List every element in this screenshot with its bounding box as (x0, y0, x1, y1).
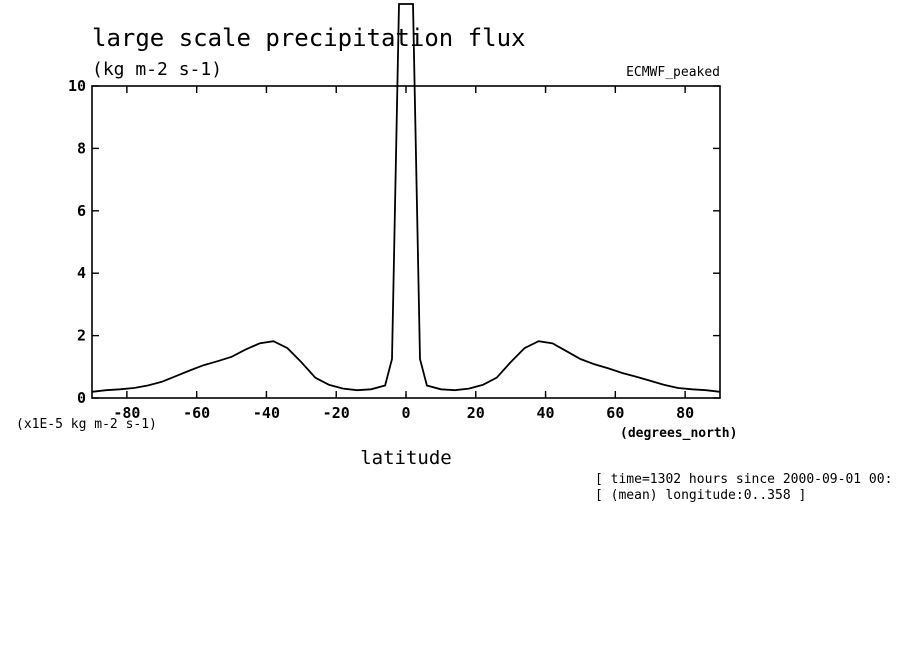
x-tick-label: -60 (183, 404, 210, 422)
chart-title: large scale precipitation flux (92, 24, 525, 52)
y-tick-label: 8 (77, 139, 86, 157)
y-tick-label: 10 (68, 77, 86, 95)
x-units-label: (degrees_north) (620, 426, 737, 441)
x-tick-label: -80 (113, 404, 140, 422)
scale-label: (x1E-5 kg m-2 s-1) (16, 417, 157, 432)
x-axis-label: latitude (360, 447, 452, 469)
plot-frame (91, 85, 721, 399)
x-axis: -80 -60 -40 -20 0 20 40 60 80 (113, 86, 694, 422)
x-tick-label: 40 (537, 404, 555, 422)
footer-time: [ time=1302 hours since 2000-09-01 00: (595, 472, 892, 487)
x-tick-label: 20 (467, 404, 485, 422)
y-tick-label: 6 (77, 202, 86, 220)
x-tick-label: 0 (401, 404, 410, 422)
x-tick-label: 60 (606, 404, 624, 422)
footer-longitude: [ (mean) longitude:0..358 ] (595, 488, 806, 503)
x-tick-label: -20 (323, 404, 350, 422)
y-tick-label: 2 (77, 327, 86, 345)
x-tick-label: -40 (253, 404, 280, 422)
x-tick-label: 80 (676, 404, 694, 422)
y-tick-label: 4 (77, 264, 86, 282)
dataset-label: ECMWF_peaked (626, 65, 720, 80)
series-line (92, 3, 720, 393)
chart-units: (kg m-2 s-1) (92, 59, 222, 80)
y-tick-label: 0 (77, 389, 86, 407)
